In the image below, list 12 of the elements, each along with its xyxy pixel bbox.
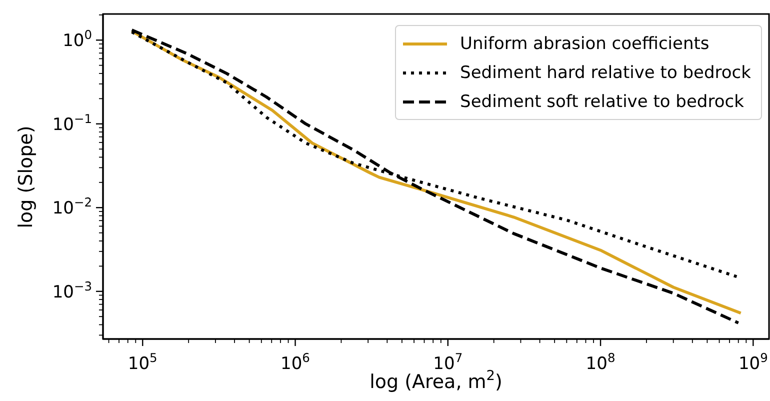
- y-tick-label: 10$^{−1}$: [52, 112, 92, 135]
- x-tick-label: 10$^{5}$: [128, 351, 158, 374]
- legend-label: Sediment soft relative to bedrock: [460, 92, 744, 112]
- y-tick-label: 10$^{−3}$: [52, 279, 92, 302]
- x-tick-label: 10$^{9}$: [738, 351, 768, 374]
- x-tick-label: 10$^{8}$: [586, 351, 616, 374]
- legend-label: Sediment hard relative to bedrock: [460, 62, 751, 82]
- legend-label: Uniform abrasion coefficients: [460, 34, 710, 54]
- y-tick-label: 10$^{−2}$: [52, 196, 92, 219]
- x-tick-label: 10$^{6}$: [280, 351, 310, 374]
- y-tick-label: 10$^{0}$: [62, 28, 92, 52]
- y-axis-title: log (Slope): [15, 126, 37, 228]
